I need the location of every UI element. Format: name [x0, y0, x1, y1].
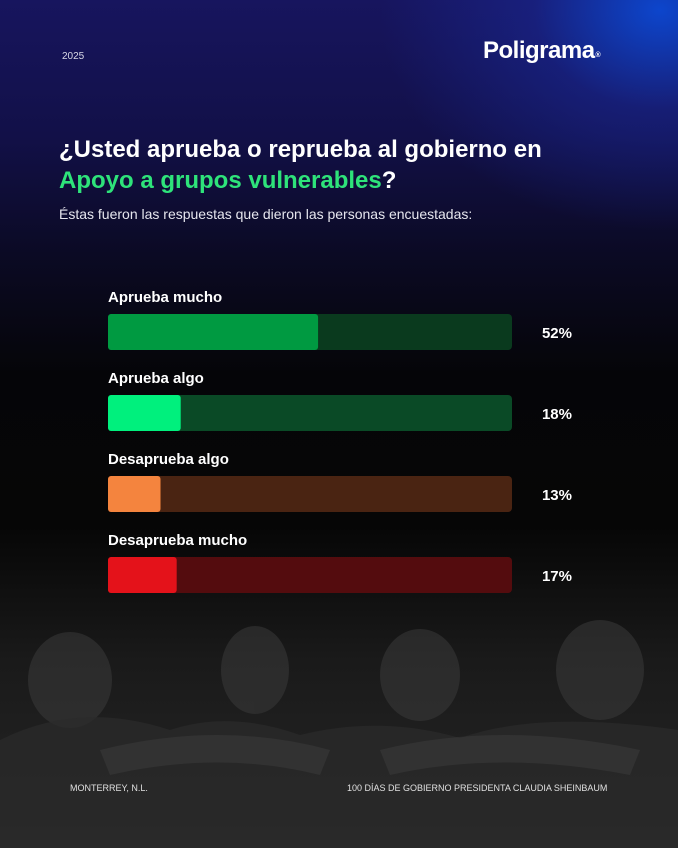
crowd-photo: [0, 620, 678, 848]
value-label: 18%: [542, 406, 572, 423]
page-title: ¿Usted aprueba o reprueba al gobierno en…: [59, 134, 639, 196]
footer-location: MONTERREY, N.L.: [70, 783, 148, 793]
brand-logo: Poligrama®: [483, 37, 601, 65]
title-highlight: Apoyo a grupos vulnerables: [59, 167, 382, 194]
value-label: 13%: [542, 487, 572, 504]
bar-track: [108, 395, 512, 431]
brand-registered-mark: ®: [595, 52, 601, 59]
title-suffix: ?: [381, 167, 397, 194]
bar-track: [108, 557, 512, 593]
year-label: 2025: [62, 51, 85, 62]
value-label: 52%: [542, 325, 572, 342]
bar: [108, 314, 319, 350]
category-label: Aprueba mucho: [108, 289, 222, 306]
bar-track: [108, 476, 512, 512]
footer-caption: 100 DÍAS DE GOBIERNO PRESIDENTA CLAUDIA …: [347, 783, 608, 793]
bar: [108, 395, 181, 431]
page-subtitle: Éstas fueron las respuestas que dieron l…: [59, 206, 473, 222]
bar: [108, 476, 161, 512]
bar: [108, 557, 177, 593]
category-label: Aprueba algo: [108, 370, 204, 387]
value-label: 17%: [542, 568, 572, 585]
title-line-1: ¿Usted aprueba o reprueba al gobierno en: [59, 136, 542, 163]
category-label: Desaprueba algo: [108, 451, 229, 468]
brand-name: Poligrama: [483, 37, 595, 64]
category-label: Desaprueba mucho: [108, 532, 247, 549]
